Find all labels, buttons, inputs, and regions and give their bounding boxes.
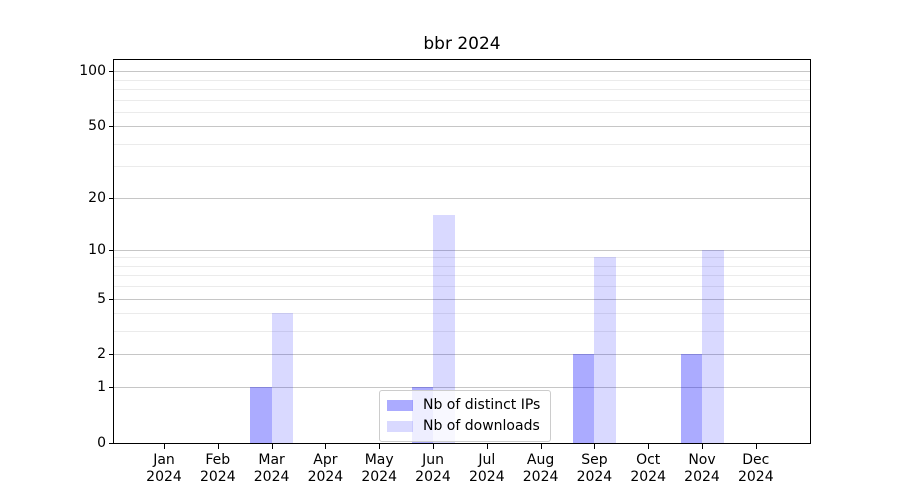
y-axis-tick xyxy=(109,197,114,199)
legend-entry-distinct-ips: Nb of distinct IPs xyxy=(387,398,540,413)
y-axis-tick-label: 20 xyxy=(88,189,106,206)
gridline-minor xyxy=(114,265,810,267)
y-axis-tick-label: 100 xyxy=(79,63,106,80)
y-axis-tick xyxy=(109,249,114,251)
legend-entry-downloads: Nb of downloads xyxy=(387,419,540,434)
legend-swatch-distinct-ips xyxy=(387,400,413,411)
bar-nb-of-downloads-mar-2024 xyxy=(271,313,294,443)
y-axis-tick-label: 2 xyxy=(97,346,106,363)
x-axis-tick xyxy=(486,444,488,449)
x-axis-tick xyxy=(755,444,757,449)
x-axis-tick xyxy=(271,444,273,449)
gridline-major xyxy=(114,126,810,128)
y-axis-tick-label: 50 xyxy=(88,118,106,135)
gridline-minor xyxy=(114,331,810,333)
gridline-minor xyxy=(114,166,810,168)
legend-label-downloads: Nb of downloads xyxy=(423,418,540,434)
y-axis-tick xyxy=(109,443,114,444)
gridline-minor xyxy=(114,275,810,277)
x-axis-tick-label: Jan 2024 xyxy=(146,452,182,485)
plot-area xyxy=(113,59,811,444)
x-axis-tick-label: Sep 2024 xyxy=(576,452,613,485)
x-axis-tick-label: Jun 2024 xyxy=(415,452,451,485)
gridline-major xyxy=(114,249,810,251)
x-axis-tick-label: Aug 2024 xyxy=(522,452,559,485)
gridline-minor xyxy=(114,143,810,145)
legend: Nb of distinct IPs Nb of downloads xyxy=(379,390,552,442)
gridline-major xyxy=(114,197,810,199)
x-axis-tick-label: May 2024 xyxy=(361,452,397,485)
gridline-major xyxy=(114,71,810,73)
gridline-minor xyxy=(114,111,810,113)
x-axis-tick-label: Oct 2024 xyxy=(630,452,666,485)
gridline-minor xyxy=(114,88,810,90)
x-axis-tick xyxy=(540,444,542,449)
y-axis-tick xyxy=(109,354,114,356)
gridline-minor xyxy=(114,99,810,101)
y-axis-tick-label: 5 xyxy=(97,290,106,307)
chart-title: bbr 2024 xyxy=(423,34,501,54)
legend-label-distinct-ips: Nb of distinct IPs xyxy=(423,397,541,413)
x-axis-tick xyxy=(648,444,650,449)
x-axis-tick xyxy=(594,444,596,449)
x-axis-tick xyxy=(217,444,219,449)
bar-nb-of-downloads-sep-2024 xyxy=(594,257,616,443)
gridline-major xyxy=(114,354,810,356)
x-axis-tick xyxy=(164,444,165,449)
gridline-minor xyxy=(114,286,810,288)
bar-nb-of-distinct-ips-nov-2024 xyxy=(680,354,702,443)
y-axis-tick xyxy=(109,298,114,300)
bar-nb-of-distinct-ips-mar-2024 xyxy=(250,387,272,443)
y-axis-tick-label: 0 xyxy=(97,435,106,451)
x-axis-tick xyxy=(433,444,434,449)
x-axis-tick-label: Nov 2024 xyxy=(684,452,720,485)
x-axis-tick-label: Dec 2024 xyxy=(737,452,774,485)
gridline-major xyxy=(114,298,810,300)
y-axis-tick xyxy=(109,71,114,73)
y-axis-tick-label: 1 xyxy=(97,379,106,396)
y-axis-tick-label: 10 xyxy=(88,241,106,258)
x-axis-tick xyxy=(379,444,381,449)
bar-nb-of-downloads-nov-2024 xyxy=(702,249,724,443)
bar-nb-of-distinct-ips-sep-2024 xyxy=(572,354,595,443)
x-axis-tick-label: Apr 2024 xyxy=(307,452,344,485)
x-axis-tick-label: Mar 2024 xyxy=(253,452,290,485)
gridline-minor xyxy=(114,257,810,259)
legend-swatch-downloads xyxy=(387,421,413,432)
gridline-minor xyxy=(114,79,810,81)
x-axis-tick xyxy=(702,444,703,449)
x-axis-tick-label: Jul 2024 xyxy=(468,452,505,485)
gridline-minor xyxy=(114,313,810,315)
y-axis-tick xyxy=(109,126,114,128)
x-axis-tick-label: Feb 2024 xyxy=(199,452,236,485)
gridline-major xyxy=(114,387,810,389)
x-axis-tick xyxy=(325,444,327,449)
bar-nb-of-downloads-jun-2024 xyxy=(433,214,455,443)
y-axis-tick xyxy=(109,387,114,389)
